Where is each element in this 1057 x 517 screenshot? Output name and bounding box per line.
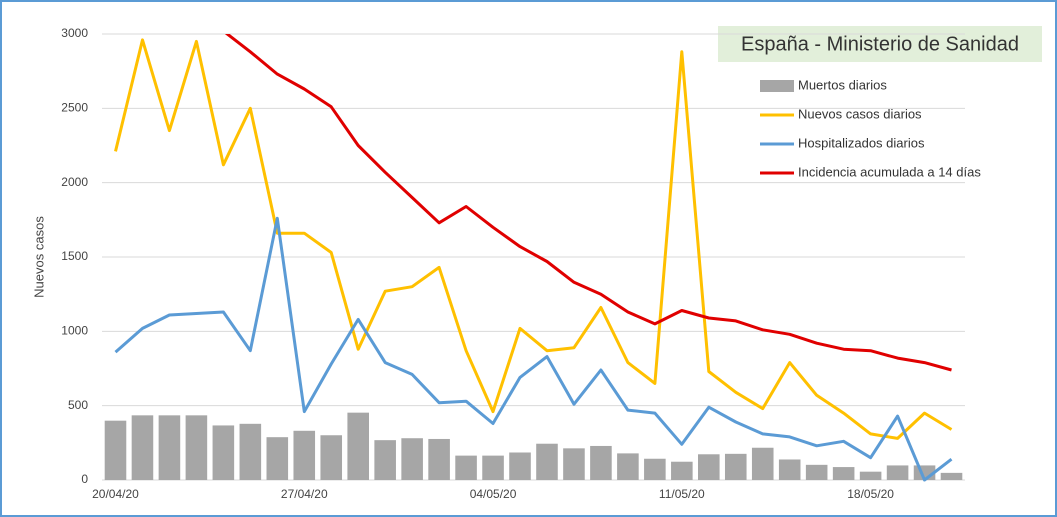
y-tick-label: 1000 [61,324,88,338]
legend-label: Hospitalizados diarios [798,135,925,150]
bar [724,453,747,480]
bar [131,415,154,480]
bar [428,438,450,480]
x-tick-label: 27/04/20 [281,487,328,501]
bar [293,430,316,480]
bar [671,461,693,480]
bar [509,452,531,480]
y-tick-label: 2500 [61,101,88,115]
y-tick-label: 500 [68,398,88,412]
x-tick-label: 11/05/20 [659,487,705,501]
bar [590,445,612,480]
y-tick-label: 0 [81,472,88,486]
marks [104,34,963,482]
title-box [718,26,1042,62]
bar [805,464,828,480]
bar [482,455,504,480]
y-tick-label: 3000 [61,26,88,40]
bar [832,467,855,480]
bar [455,455,477,480]
bar [940,472,963,480]
bar [266,437,289,480]
bar [617,453,639,480]
bar [563,448,585,480]
bar [212,425,235,480]
x-tick-label: 04/05/20 [470,487,517,501]
chart-title: España - Ministerio de Sanidad [741,33,1019,55]
bar [104,420,127,480]
bar [239,423,262,480]
bar [751,447,774,480]
x-tick-label: 18/05/20 [847,487,894,501]
bar [347,412,369,480]
bar [644,458,666,480]
bar [401,438,423,480]
legend: Muertos diarios Nuevos casos diarios Hospi… [760,77,981,179]
x-tick-label: 20/04/20 [92,487,139,501]
grid: 0 500 1000 1500 2000 2500 3000 20/04/20 27/04/20… [61,26,965,501]
line [114,38,953,440]
bar [374,440,396,480]
y-axis-label: Nuevos casos [31,216,46,298]
legend-label: Incidencia acumulada a 14 días [798,164,981,179]
line [114,216,953,482]
bar [698,454,720,480]
bar [320,435,343,480]
bar [185,415,208,480]
bar [778,459,801,480]
line [224,34,952,372]
legend-label: Muertos diarios [798,77,887,92]
y-tick-label: 2000 [61,175,88,189]
bar [859,471,882,480]
bar [158,415,181,480]
legend-label: Nuevos casos diarios [798,106,922,121]
bar [536,443,558,480]
y-tick-label: 1500 [61,249,88,263]
bar [886,465,909,480]
legend-swatch [760,80,794,92]
